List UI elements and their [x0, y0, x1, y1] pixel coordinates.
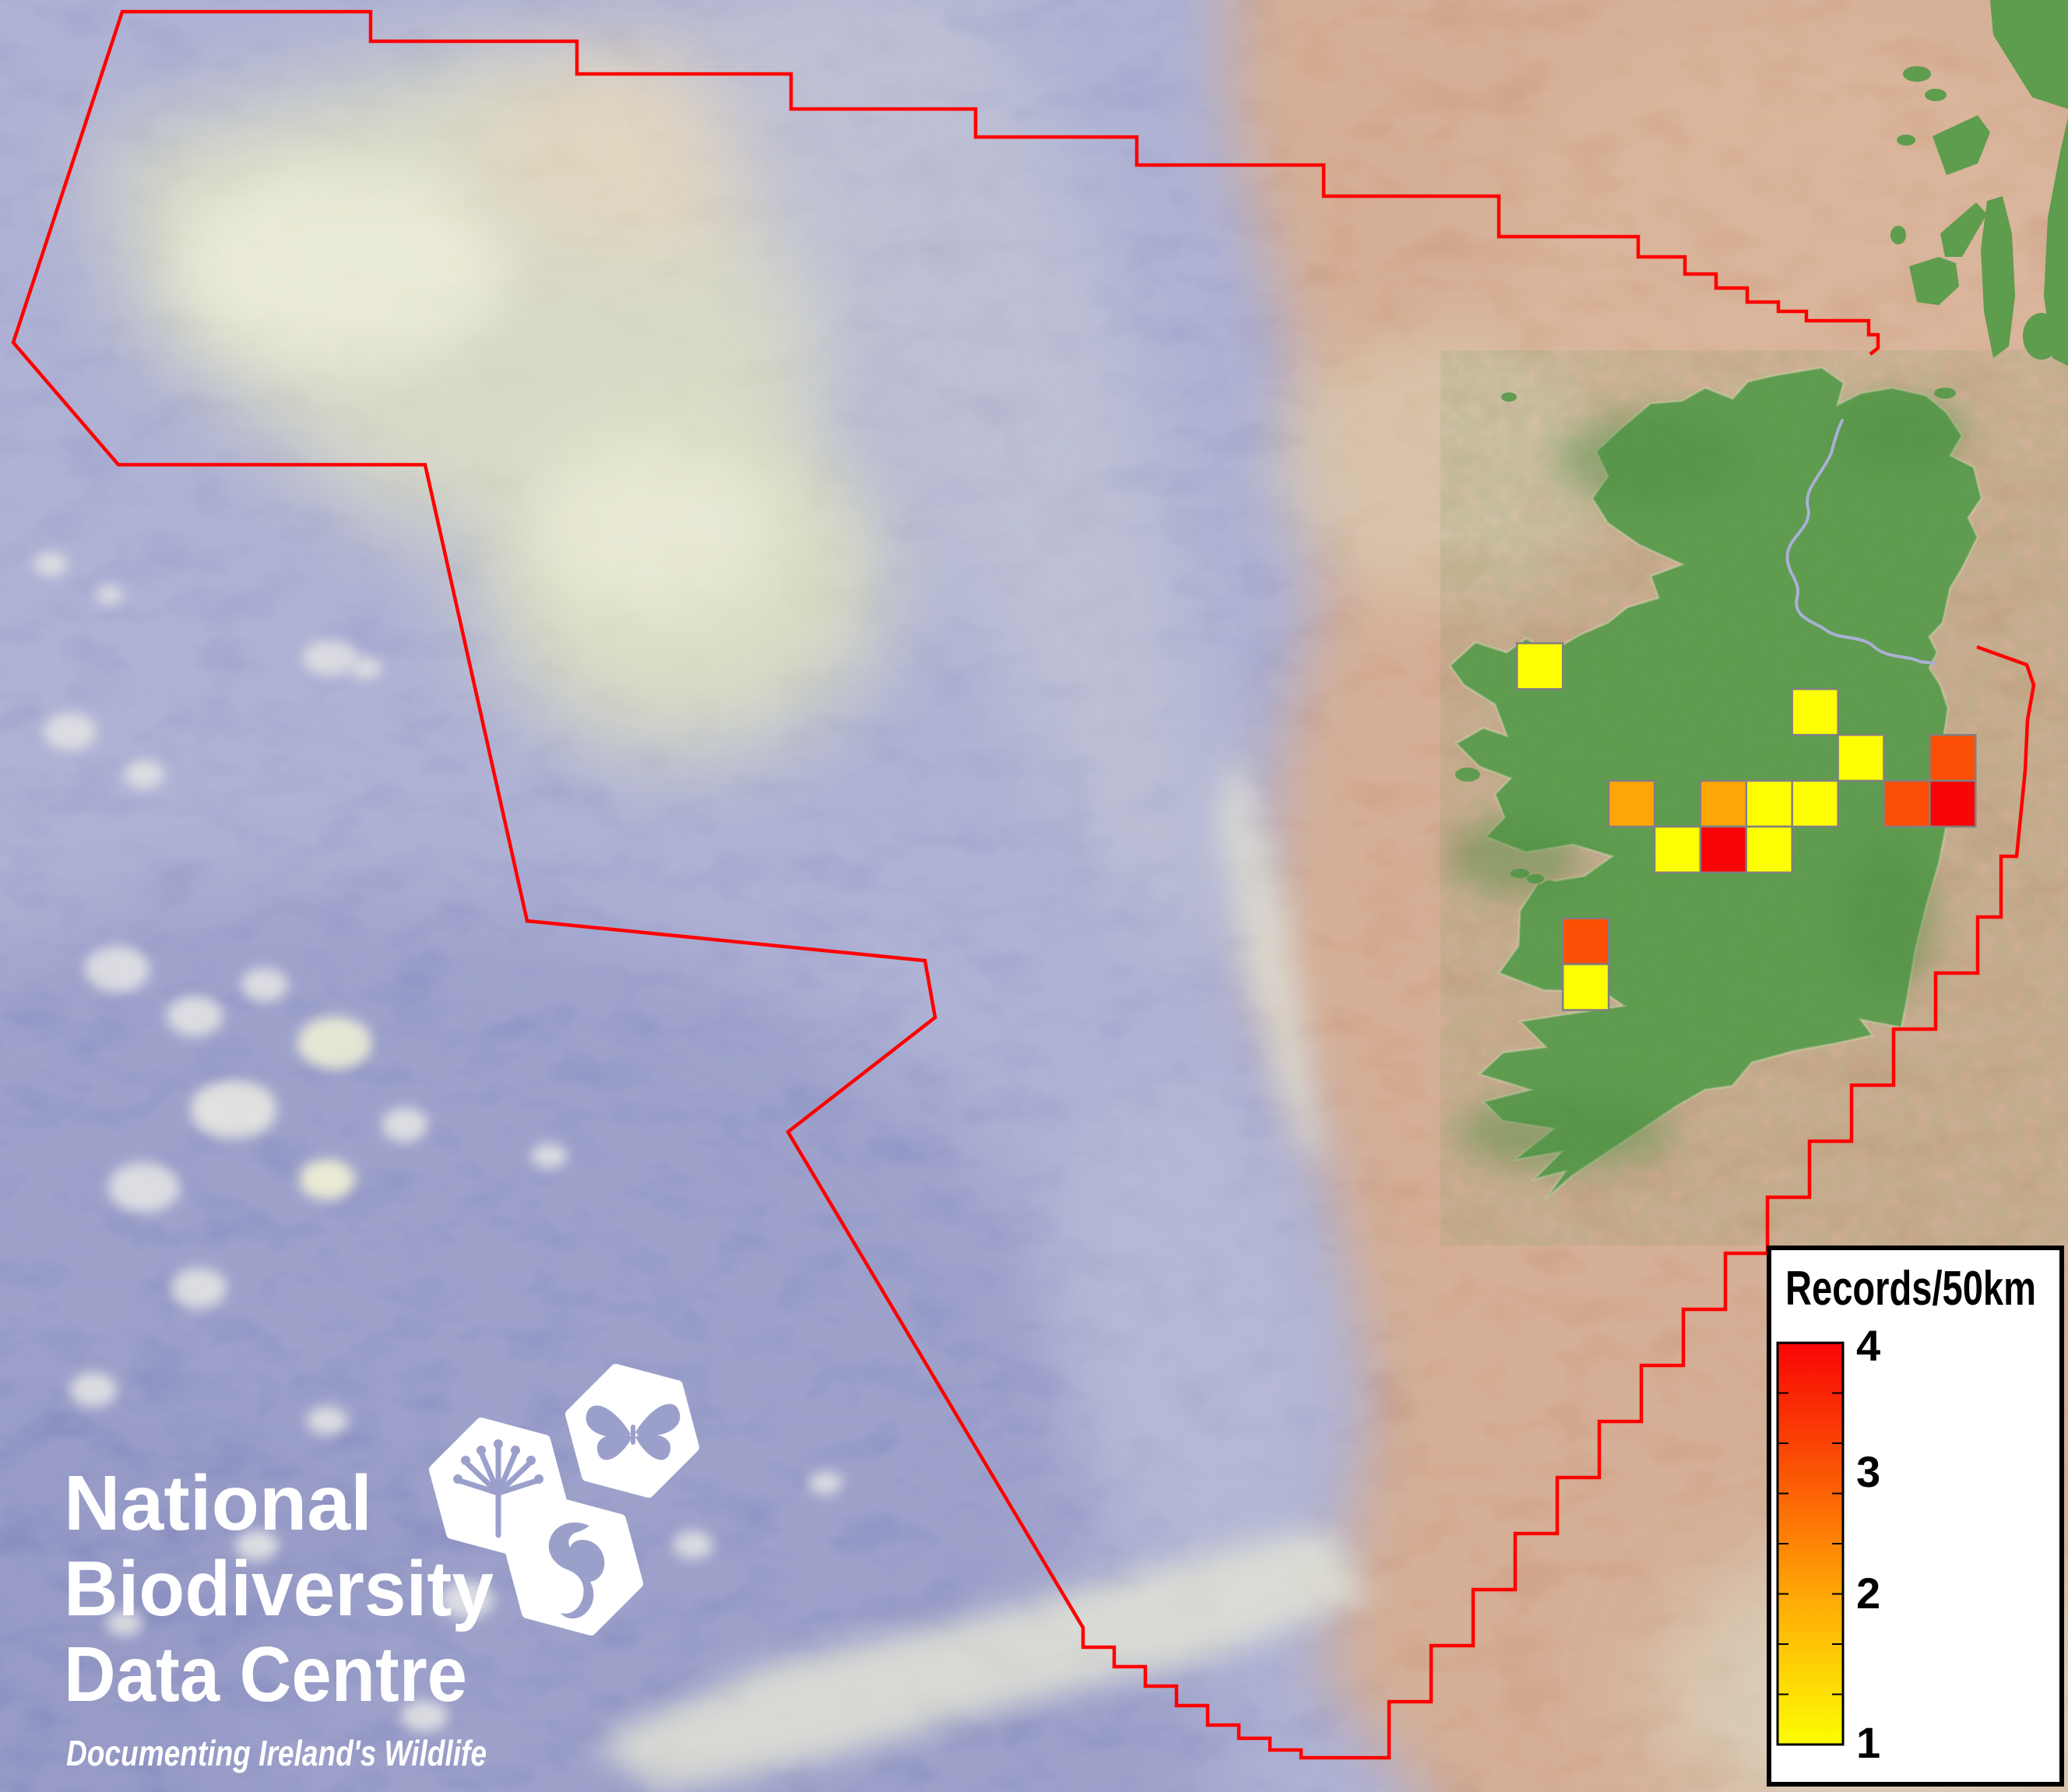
logo-line-1: National [64, 1460, 372, 1547]
grid-cell [1929, 733, 1977, 782]
legend: Records/50km 4 3 2 1 [1767, 1246, 2064, 1787]
logo-line-3: Data Centre [64, 1631, 467, 1718]
grid-cell [1883, 779, 1931, 828]
legend-label-4: 4 [1856, 1321, 1880, 1370]
logo: National Biodiversity Data Centre Docume… [64, 1364, 699, 1773]
grid-cell [1516, 642, 1564, 690]
grid-cell [1699, 779, 1748, 828]
legend-label-3: 3 [1856, 1447, 1880, 1496]
grid-cell [1653, 825, 1702, 874]
butterfly-icon [586, 1404, 681, 1460]
designated-area-boundary [11, 9, 2036, 1760]
grid-cell [1745, 825, 1793, 874]
grid-cell [1561, 963, 1610, 1011]
scotland-landmass [1890, 0, 2068, 366]
legend-title: Records/50km [1785, 1262, 2036, 1316]
legend-ticks [1778, 1392, 1843, 1695]
grid-cell [1699, 825, 1748, 874]
logo-line-2: Biodiversity [64, 1545, 494, 1632]
ni-border-line [1785, 419, 1936, 665]
plant-umbel-icon [453, 1439, 543, 1538]
grid-cell [1929, 779, 1977, 828]
grid-cell [1837, 733, 1885, 782]
grid-cell [1745, 779, 1793, 828]
logo-hexagons [429, 1364, 699, 1636]
grid-cell [1791, 687, 1839, 736]
legend-label-2: 2 [1856, 1569, 1880, 1618]
seahorse-icon [548, 1522, 605, 1619]
legend-label-1: 1 [1856, 1718, 1880, 1767]
logo-tagline: Documenting Ireland's Wildlife [66, 1733, 487, 1773]
grid-cell [1561, 917, 1610, 965]
grid-cell [1791, 779, 1839, 828]
grid-cell [1607, 779, 1656, 828]
records-grid [1516, 642, 1977, 1011]
